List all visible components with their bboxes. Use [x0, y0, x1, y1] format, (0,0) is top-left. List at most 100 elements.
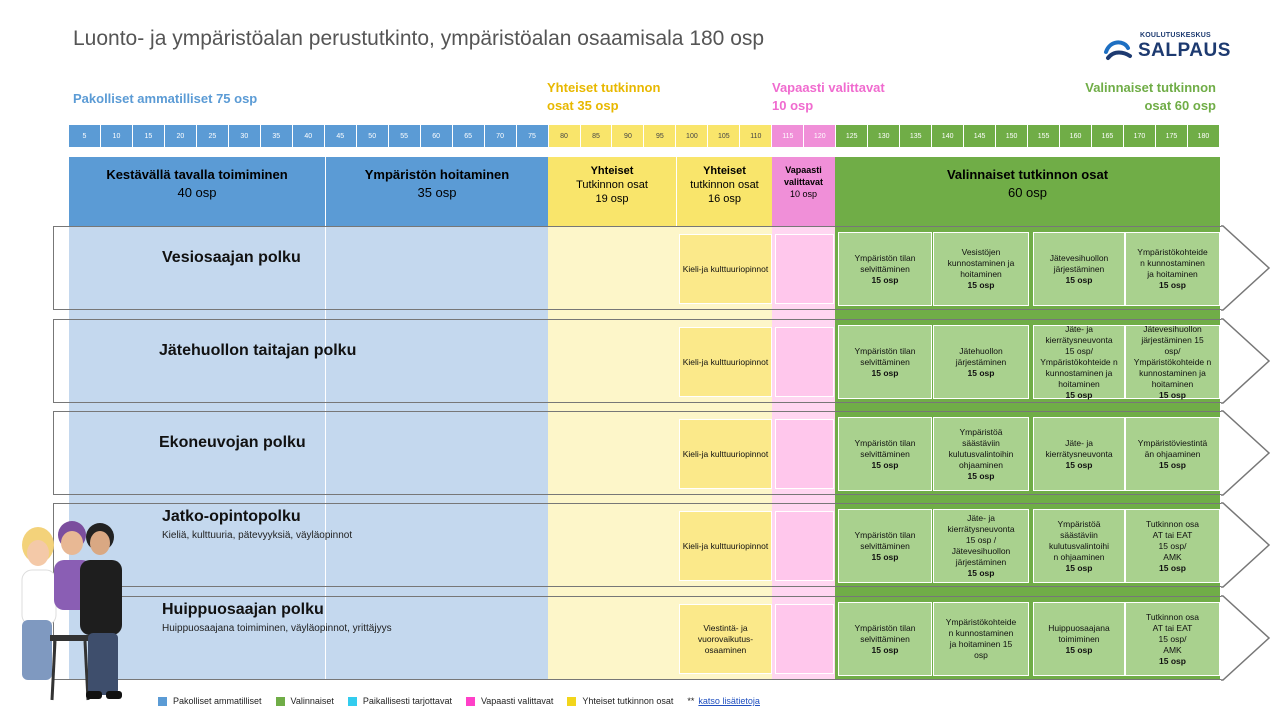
cell-line: Tutkinnon osa	[1145, 518, 1200, 529]
column-kestavalla-name: Kestävällä tavalla toimiminen	[106, 167, 288, 182]
column-vapaasti-line1: Vapaasti	[785, 165, 822, 175]
column-vapaasti-line2: valittavat	[783, 177, 824, 187]
cell-osp: 15 osp	[967, 280, 995, 290]
more-info-link[interactable]: katso lisätietoja	[698, 696, 760, 706]
valinnainen-cell: Ympäristöä säästäviin kulutusvalintoihin oh…	[933, 417, 1029, 491]
legend-label: Paikallisesti tarjottavat	[362, 696, 452, 706]
cell-line: selvittäminen	[860, 633, 910, 644]
valinnainen-cell: Ympäristöviestintä än ohjaaminen 15 osp	[1125, 417, 1220, 491]
valinnainen-cell: Ympäristön tilan selvittäminen 15 osp	[838, 325, 932, 399]
header-pakolliset: Pakolliset ammatilliset 75 osp	[73, 91, 258, 106]
path-row	[53, 411, 1223, 495]
students-photo	[21, 521, 122, 701]
scale-tick: 30	[228, 125, 261, 147]
valinnainen-cell: Ympäristöä säästäviin kulutusvalintoihi n o…	[1033, 509, 1125, 583]
cell-line: kulutusvalintoihi	[1048, 540, 1109, 551]
row-arrow-icon	[1221, 595, 1271, 681]
cell-line: Ympäristön tilan	[854, 529, 916, 540]
column-yhteiset-19: Yhteiset Tutkinnon osat 19 osp	[548, 157, 676, 227]
cell-line: kierrätysneuvonta	[1045, 334, 1113, 345]
scale-tick: 105	[708, 125, 741, 147]
scale-tick: 115	[772, 125, 805, 147]
yhteiset-cell: Kieli-ja kulttuuriopinnot	[679, 327, 772, 397]
row-arrow-icon	[1221, 410, 1271, 496]
scale-tick: 120	[804, 125, 837, 147]
scale-tick: 40	[292, 125, 325, 147]
cell-line: kulutusvalintoihin	[948, 448, 1014, 459]
cell-line: ohjaaminen	[959, 459, 1003, 470]
column-valinnaiset: Valinnaiset tutkinnon osat 60 osp	[835, 157, 1220, 227]
cell-line: Jäte- ja	[1065, 323, 1093, 334]
legend-label: Yhteiset tutkinnon osat	[582, 696, 674, 706]
cell-osp: 15 osp	[1065, 389, 1093, 400]
cell-osp: 15 osp	[1065, 644, 1093, 655]
valinnainen-cell: Ympäristön tilan selvittäminen 15 osp	[838, 509, 932, 583]
row-arrow-icon	[1221, 318, 1271, 404]
scale-tick: 155	[1028, 125, 1061, 147]
cell-line: Jätevesihuollon järjestäminen	[951, 546, 1011, 567]
column-yhteiset19-line1: Yhteiset	[590, 165, 634, 177]
divider	[325, 157, 326, 680]
cell-osp: 15 osp	[967, 568, 995, 578]
vapaasti-cell	[775, 327, 834, 397]
column-vapaasti: Vapaasti valittavat 10 osp	[772, 157, 835, 227]
cell-line: osp	[974, 650, 988, 660]
cell-line: Ympäristön tilan	[854, 345, 916, 356]
scale-tick: 45	[324, 125, 357, 147]
scale-tick: 110	[740, 125, 773, 147]
header-valinnaiset: Valinnaiset tutkinnon osat 60 osp	[1060, 79, 1216, 115]
yhteiset-cell: Kieli-ja kulttuuriopinnot	[679, 511, 772, 581]
cell-osp: 15 osp	[1159, 459, 1186, 470]
cell-line: Jäte- ja	[967, 513, 995, 523]
legend-item: Yhteiset tutkinnon osat	[567, 696, 673, 706]
cell-line: n kunnostaminen	[948, 628, 1014, 638]
path-title: Jatko-opintopolku	[162, 508, 301, 525]
legend-item: Pakolliset ammatilliset	[158, 696, 262, 706]
scale-tick: 75	[516, 125, 549, 147]
scale-tick: 15	[132, 125, 165, 147]
row-arrow-icon	[1221, 225, 1271, 311]
valinnainen-cell: Jäte- ja kierrätysneuvonta 15 osp / Jäteves…	[933, 509, 1029, 583]
band-pakolliset	[69, 227, 548, 680]
legend-link-marker: **	[687, 696, 695, 706]
scale-tick: 165	[1092, 125, 1124, 147]
cell-osp: 15 osp	[967, 470, 995, 481]
column-yhteiset19-osp: 19 osp	[595, 193, 629, 205]
valinnainen-cell: Jätevesihuollon järjestäminen 15 osp	[1033, 232, 1125, 306]
cell-line: kunnostaminen ja	[947, 258, 1015, 268]
column-vapaasti-osp: 10 osp	[789, 189, 818, 199]
scale-tick: 170	[1123, 125, 1156, 147]
scale-tick: 130	[868, 125, 901, 147]
path-title: Jätehuollon taitajan polku	[159, 342, 357, 359]
cell-osp: 15 osp	[1159, 655, 1186, 666]
cell-line: säästäviin	[1060, 529, 1098, 540]
cell-line: Jätevesihuollon	[1049, 252, 1109, 263]
cell-line: kierrätysneuvonta	[947, 524, 1015, 534]
yhteiset-cell: Kieli-ja kulttuuriopinnot	[679, 234, 772, 304]
yhteiset-cell: Viestintä- ja vuorovaikutus-osaaminen	[679, 604, 772, 674]
valinnainen-cell: Tutkinnon osa AT tai EAT 15 osp/AMK 15 osp	[1125, 509, 1220, 583]
logo-big-text: SALPAUS	[1138, 40, 1231, 61]
valinnainen-cell: Ympäristön tilan selvittäminen 15 osp	[838, 417, 932, 491]
legend-swatch	[347, 696, 357, 706]
valinnainen-cell: Jätevesihuollon järjestäminen 15 osp/Ympär…	[1125, 323, 1220, 400]
cell-line: Tutkinnon osa	[1145, 611, 1200, 622]
scale-tick: 5	[69, 125, 101, 147]
cell-line: Ympäristöä	[1057, 518, 1101, 529]
cell-osp: 15 osp	[1065, 562, 1093, 573]
header-vapaasti-line1: Vapaasti valittavat	[772, 80, 885, 95]
legend-item: Vapaasti valittavat	[465, 696, 553, 706]
legend-swatch	[158, 696, 167, 706]
cell-line: toimiminen	[1058, 633, 1100, 644]
path-row	[53, 319, 1223, 403]
cell-line: järjestäminen	[955, 356, 1007, 367]
cell-osp: 15 osp	[871, 459, 899, 470]
header-yhteiset: Yhteiset tutkinnon osat 35 osp	[547, 79, 660, 115]
header-yhteiset-line2: osat 35 osp	[547, 98, 619, 113]
cell-line: Jätevesihuollon	[1143, 323, 1202, 334]
scale-tick: 65	[452, 125, 485, 147]
header-valinnaiset-line2: osat 60 osp	[1144, 98, 1216, 113]
scale-tick: 145	[964, 125, 997, 147]
scale-tick: 80	[548, 125, 581, 147]
scale-tick: 35	[260, 125, 293, 147]
